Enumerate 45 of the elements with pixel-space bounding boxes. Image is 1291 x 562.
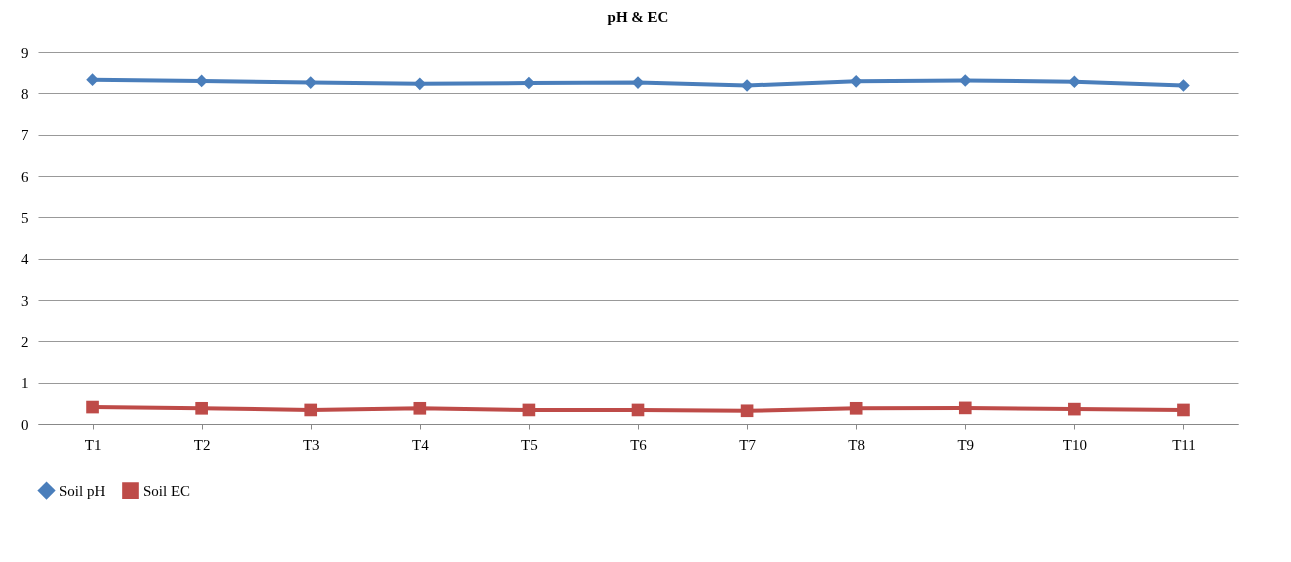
point bbox=[740, 404, 754, 418]
x-tick-label: T1 bbox=[84, 436, 102, 453]
y-tick-label: 4 bbox=[21, 251, 29, 268]
y-tick-label: 5 bbox=[21, 209, 29, 226]
x-tick-label: T3 bbox=[302, 436, 320, 453]
y-tick-label: 7 bbox=[21, 127, 29, 144]
point bbox=[1068, 75, 1081, 89]
point bbox=[849, 401, 863, 415]
point bbox=[413, 401, 427, 415]
point bbox=[958, 74, 972, 87]
y-tick-label: 8 bbox=[21, 85, 29, 102]
point bbox=[740, 79, 754, 92]
point bbox=[86, 400, 99, 414]
x-tick-label: T9 bbox=[957, 436, 975, 453]
point bbox=[631, 76, 645, 89]
point bbox=[1177, 403, 1190, 417]
point bbox=[195, 74, 208, 88]
point bbox=[86, 73, 99, 87]
point bbox=[304, 403, 318, 417]
y-tick-label: 3 bbox=[21, 292, 29, 309]
y-tick-label: 2 bbox=[21, 333, 29, 350]
y-tick-label: 0 bbox=[21, 416, 29, 433]
point bbox=[522, 403, 536, 417]
x-tick-label: T10 bbox=[1062, 436, 1087, 453]
x-tick-label: T5 bbox=[521, 436, 538, 453]
point bbox=[958, 401, 972, 415]
point bbox=[631, 403, 645, 417]
x-tick-label: T4 bbox=[411, 436, 430, 453]
legend-label: Soil EC bbox=[143, 482, 191, 499]
x-tick-label: T2 bbox=[193, 436, 211, 453]
point bbox=[413, 77, 427, 91]
point bbox=[1068, 402, 1081, 416]
point bbox=[849, 75, 863, 88]
x-tick-label: T8 bbox=[848, 436, 866, 453]
y-tick-label: 6 bbox=[21, 168, 29, 185]
legend-label: Soil pH bbox=[59, 482, 106, 499]
x-tick-label: T6 bbox=[630, 436, 648, 453]
chart-title: pH & EC bbox=[607, 9, 669, 25]
point bbox=[304, 76, 318, 89]
y-tick-label: 1 bbox=[21, 375, 29, 392]
point bbox=[195, 401, 208, 415]
point bbox=[1177, 79, 1190, 92]
x-tick-label: T7 bbox=[739, 436, 757, 453]
x-tick-label: T11 bbox=[1172, 436, 1196, 453]
y-tick-label: 9 bbox=[21, 44, 29, 61]
